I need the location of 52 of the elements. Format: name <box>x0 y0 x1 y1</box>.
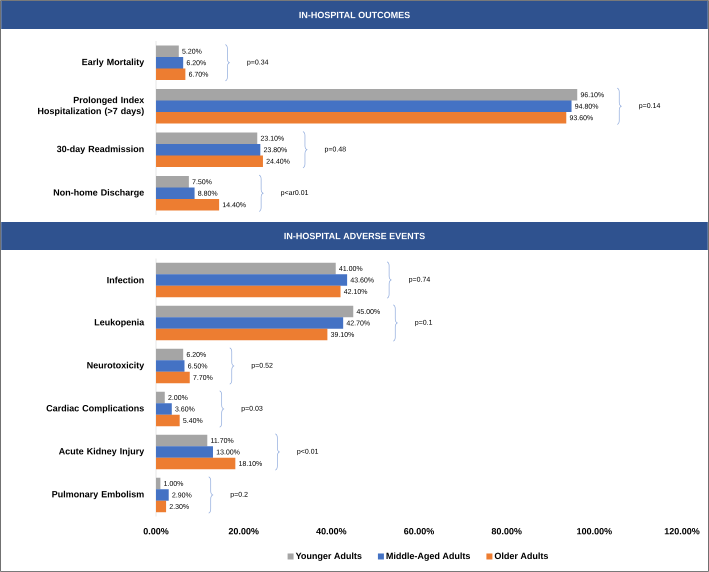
bar <box>156 306 354 318</box>
bar <box>156 360 184 372</box>
y-tick-label: Cardiac Complications <box>46 404 144 414</box>
bar <box>156 132 258 144</box>
x-tick-label: 60.00% <box>404 528 434 534</box>
bar <box>156 262 336 274</box>
bar <box>156 56 184 68</box>
bar <box>156 88 578 100</box>
y-tick-label: Early Mortality <box>82 58 144 67</box>
bar <box>156 392 165 404</box>
legend-label: Younger Adults <box>296 552 362 561</box>
bar <box>156 100 572 112</box>
bar <box>156 478 160 490</box>
bar <box>156 187 195 199</box>
bar <box>156 348 184 360</box>
x-tick-label: 40.00% <box>316 528 346 534</box>
legend-label: Older Adults <box>494 552 548 560</box>
bar <box>156 68 186 80</box>
chart-title: IN-HOSPITAL OUTCOMES <box>299 12 410 18</box>
bar <box>156 403 172 415</box>
bar <box>156 317 344 329</box>
y-tick-label: Prolonged Index Hospitalization (>7 days) <box>38 96 144 116</box>
bar <box>156 500 166 512</box>
bar <box>156 155 263 167</box>
bar <box>156 414 180 426</box>
legend-label: Middle-Aged Adults <box>386 552 470 561</box>
bar <box>156 286 341 298</box>
bar <box>156 176 189 188</box>
x-tick-label: 120.00% <box>664 528 700 534</box>
chart-title: IN-HOSPITAL ADVERSE EVENTS <box>284 232 425 240</box>
bar <box>156 458 236 470</box>
y-tick-label: Pulmonary Embolism <box>52 490 144 500</box>
bar <box>156 446 213 458</box>
y-tick-label: Non-home Discharge <box>54 189 144 198</box>
y-tick-label: Infection <box>107 276 144 284</box>
bar <box>156 112 566 124</box>
y-tick-label: Neurotoxicity <box>87 362 144 370</box>
bar <box>156 328 328 340</box>
bar <box>156 45 179 57</box>
x-tick-label: 100.00% <box>577 528 612 534</box>
bar <box>156 144 260 156</box>
bar <box>156 274 348 286</box>
bar <box>156 434 208 446</box>
bar <box>156 489 169 501</box>
y-tick-label: Acute Kidney Injury <box>58 448 144 456</box>
x-tick-label: 20.00% <box>228 528 259 534</box>
y-tick-label: 30-day Readmission <box>56 146 144 154</box>
y-tick-label: Leukopenia <box>94 318 144 328</box>
bar <box>156 198 220 210</box>
x-tick-label: 80.00% <box>492 528 522 534</box>
bar <box>156 372 190 384</box>
x-tick-label: 0.00% <box>144 528 169 534</box>
